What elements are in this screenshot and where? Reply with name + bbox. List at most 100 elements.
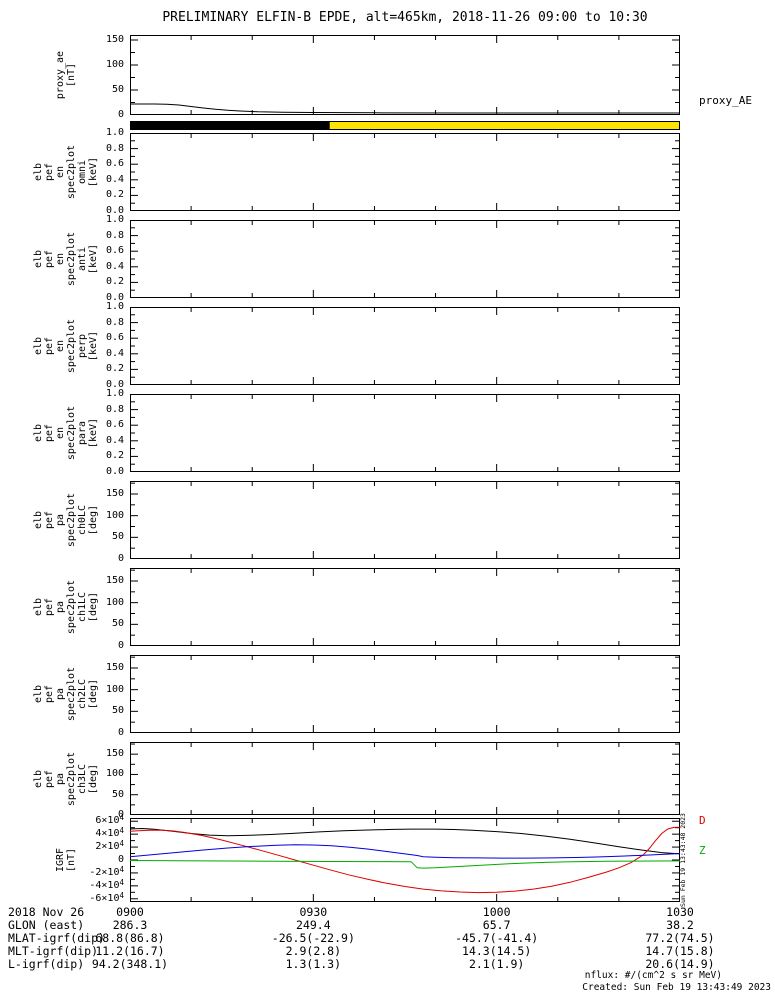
- en_perp-ylabel-wrap: elb pef en spec2plot perp [keV]: [30, 307, 102, 385]
- ephemeris-value: 1.3(1.3): [285, 957, 342, 971]
- render-timestamp-watermark-wrap: Sun Feb 19 13:43:48 2023: [676, 813, 690, 907]
- y-tick-label: 100: [105, 683, 124, 695]
- y-tick-label: 0.0: [105, 292, 124, 303]
- y-tick-label: -6×104: [89, 890, 124, 904]
- ephemeris-value: 2.9(2.8): [285, 944, 342, 958]
- en_omni-plot: [130, 133, 680, 211]
- ephemeris-value: 11.2(16.7): [95, 944, 165, 958]
- pa_ch3lc-plot: [130, 742, 680, 815]
- y-tick-label: 0.2: [105, 450, 124, 462]
- igrf-plot: [130, 818, 680, 902]
- ephemeris-row-label: MLAT-igrf(dip): [8, 931, 105, 945]
- proxy_ae-ylabel: proxy_ae [nT]: [55, 50, 77, 100]
- ephemeris-value: 286.3: [112, 918, 148, 932]
- y-tick-label: 0: [117, 854, 124, 865]
- pa_ch2lc-plot: [130, 655, 680, 733]
- pa_ch0lc-plot: [130, 481, 680, 559]
- y-tick-label: 0: [117, 553, 124, 564]
- en_anti-ylabel: elb pef en spec2plot anti [keV]: [33, 231, 99, 287]
- y-tick-label: 1.0: [105, 214, 124, 225]
- ephemeris-value: 249.4: [296, 918, 331, 932]
- pa_ch1lc-ylabel-wrap: elb pef pa spec2plot ch1LC [deg]: [30, 568, 102, 646]
- y-tick-label: 0.4: [105, 434, 124, 446]
- igrf-ylabel: IGRF [nT]: [55, 847, 77, 873]
- en_omni-ylabel-wrap: elb pef en spec2plot omni [keV]: [30, 133, 102, 211]
- y-tick-label: 1.0: [105, 301, 124, 312]
- y-tick-label: -2×104: [89, 864, 124, 878]
- exponent: 4: [119, 890, 124, 900]
- exponent: 4: [119, 813, 124, 823]
- en_anti-plot: [130, 220, 680, 298]
- flux-units-note: nflux: #/(cm^2 s sr MeV): [584, 970, 722, 981]
- en_omni-ylabel: elb pef en spec2plot omni [keV]: [33, 144, 99, 200]
- y-tick-label: 0.4: [105, 347, 124, 359]
- y-tick-label: 1.0: [105, 127, 124, 138]
- ephemeris-value: -26.5(-22.9): [271, 931, 355, 945]
- en_para-ylabel-wrap: elb pef en spec2plot para [keV]: [30, 394, 102, 472]
- y-tick-label: 50: [111, 531, 124, 543]
- y-tick-label: 50: [111, 618, 124, 630]
- y-tick-label: 6×104: [95, 813, 124, 827]
- y-tick-label: 0.6: [105, 158, 124, 170]
- igrf-z-series-label: Z: [699, 844, 706, 857]
- y-tick-label: 0.2: [105, 189, 124, 201]
- x-tick-label: 0900: [116, 905, 144, 919]
- y-tick-label: 0.4: [105, 173, 124, 185]
- y-tick-label: 50: [111, 84, 124, 95]
- proxy_ae-ylabel-wrap: proxy_ae [nT]: [30, 35, 102, 115]
- exponent: 4: [119, 877, 124, 887]
- y-tick-label: 100: [105, 596, 124, 608]
- plot-title: PRELIMINARY ELFIN-B EPDE, alt=465km, 201…: [162, 10, 648, 25]
- y-tick-label: 0: [117, 109, 124, 120]
- ephemeris-row-label: GLON (east): [8, 918, 85, 932]
- ephemeris-value: 68.8(86.8): [95, 931, 165, 945]
- igrf-ylabel-wrap: IGRF [nT]: [30, 818, 102, 902]
- y-tick-label: 0.0: [105, 379, 124, 390]
- en_perp-plot: [130, 307, 680, 385]
- en_perp-ylabel: elb pef en spec2plot perp [keV]: [33, 318, 99, 374]
- ephemeris-value: -45.7(-41.4): [455, 931, 539, 945]
- x-tick-label: 1000: [482, 905, 511, 919]
- y-tick-label: 0.2: [105, 276, 124, 288]
- pa_ch2lc-ylabel-wrap: elb pef pa spec2plot ch2LC [deg]: [30, 655, 102, 733]
- ephemeris-value: 14.7(15.8): [645, 944, 715, 958]
- date-label: 2018 Nov 26: [8, 905, 85, 919]
- y-tick-label: 0.6: [105, 245, 124, 257]
- exponent: 4: [119, 839, 124, 849]
- render-timestamp-watermark: Sun Feb 19 13:43:48 2023: [679, 813, 687, 907]
- sun_bar-plot: [130, 121, 680, 130]
- ephemeris-value: 77.2(74.5): [645, 931, 715, 945]
- pa_ch1lc-ylabel: elb pef pa spec2plot ch1LC [deg]: [33, 579, 99, 635]
- y-tick-label: 50: [111, 788, 124, 800]
- proxy-ae-series-label: proxy_AE: [699, 94, 752, 107]
- y-tick-label: 100: [105, 768, 124, 780]
- y-tick-label: 150: [105, 662, 124, 673]
- y-tick-label: 0.6: [105, 332, 124, 344]
- y-tick-label: 0: [117, 640, 124, 651]
- y-tick-label: 100: [105, 509, 124, 521]
- y-tick-label: 0.8: [105, 229, 124, 241]
- y-tick-label: 100: [105, 59, 124, 70]
- exponent: 4: [119, 826, 124, 836]
- y-tick-label: 1.0: [105, 388, 124, 399]
- y-tick-label: 0.8: [105, 403, 124, 415]
- ephemeris-row-label: L-igrf(dip): [8, 957, 85, 971]
- y-tick-label: 0: [117, 727, 124, 738]
- exponent: 4: [119, 864, 124, 874]
- ephemeris-row-label: MLT-igrf(dip): [8, 944, 99, 958]
- y-tick-label: 150: [105, 34, 124, 45]
- x-tick-label: 1030: [666, 905, 694, 919]
- y-tick-label: 0.2: [105, 363, 124, 375]
- y-tick-label: 150: [105, 488, 124, 499]
- ephemeris-value: 20.6(14.9): [645, 957, 715, 971]
- y-tick-label: 0.8: [105, 316, 124, 328]
- en_para-plot: [130, 394, 680, 472]
- proxy_ae-plot: [130, 35, 680, 115]
- y-tick-label: 2×104: [95, 839, 124, 853]
- y-tick-label: 0.6: [105, 419, 124, 431]
- pa_ch3lc-ylabel: elb pef pa spec2plot ch3LC [deg]: [33, 751, 99, 806]
- igrf-d-series-label: D: [699, 814, 706, 827]
- y-tick-label: 50: [111, 705, 124, 717]
- y-tick-label: 0: [117, 809, 124, 820]
- ephemeris-value: 14.3(14.5): [462, 944, 532, 958]
